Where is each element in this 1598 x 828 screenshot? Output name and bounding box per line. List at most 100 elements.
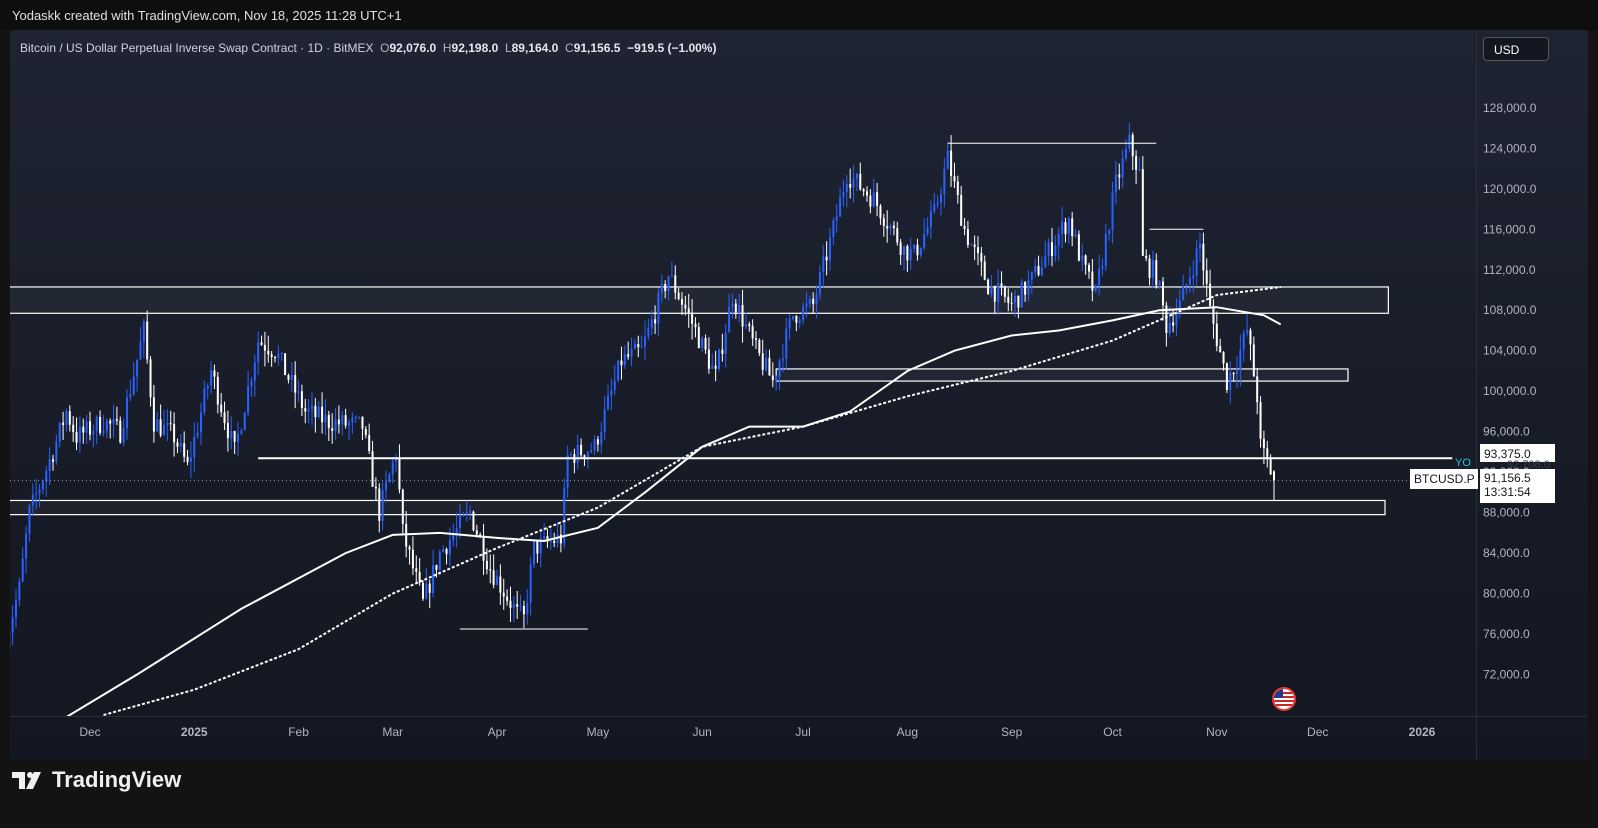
candle-body: [112, 419, 115, 424]
candle-body: [1084, 255, 1087, 265]
chart-frame[interactable]: 72,000.0 76,000.0 80,000.0 84,000.0 88,000.0…: [10, 30, 1588, 760]
candle-body: [109, 420, 112, 424]
candle-body: [1145, 255, 1148, 259]
candle-body: [997, 283, 1000, 302]
candle-body: [35, 493, 38, 495]
candle-body: [199, 412, 203, 433]
candle-body: [462, 514, 465, 516]
candle-body: [553, 540, 556, 544]
us-flag-event-icon[interactable]: [1272, 687, 1296, 711]
candle-body: [213, 370, 216, 377]
candle-body: [371, 451, 374, 487]
candle-body: [832, 220, 835, 238]
price-chart[interactable]: 72,000.0 76,000.0 80,000.0 84,000.0 88,000.0…: [10, 30, 1588, 760]
candle-body: [146, 321, 149, 360]
candle-body: [388, 474, 391, 483]
candle-body: [950, 150, 953, 177]
candle-body: [159, 419, 162, 436]
candle-body: [1205, 270, 1208, 284]
candle-body: [156, 419, 159, 432]
candle-body: [835, 216, 838, 221]
candle-body: [458, 515, 462, 529]
candle-body: [670, 275, 673, 277]
candle-body: [1215, 323, 1218, 347]
candle-body: [475, 530, 478, 535]
candle-body: [125, 397, 129, 429]
x-tick-label: Nov: [1206, 725, 1227, 739]
candle-body: [351, 417, 354, 423]
candle-body: [889, 225, 892, 229]
candle-body: [263, 344, 266, 351]
candle-body: [179, 443, 182, 447]
symbol-name: Bitcoin / US Dollar Perpetual Inverse Sw…: [20, 41, 374, 55]
x-tick-label: Feb: [288, 725, 309, 739]
candle-body: [674, 275, 677, 293]
candle-body: [583, 455, 586, 459]
candle-body: [879, 205, 882, 219]
candle-body: [1104, 233, 1107, 267]
candle-body: [1017, 295, 1020, 308]
y-tick-label: 76,000.0: [1483, 627, 1530, 641]
candle-body: [445, 549, 448, 555]
candle-body: [956, 181, 959, 195]
candle-body: [664, 284, 667, 292]
candle-body: [751, 326, 754, 339]
candle-body: [714, 365, 717, 369]
y-tick-label: 124,000.0: [1483, 141, 1537, 155]
candle-body: [980, 253, 983, 262]
tradingview-logo[interactable]: TradingView: [12, 767, 181, 792]
candle-body: [176, 442, 179, 447]
candle-body: [1010, 302, 1013, 304]
candle-body: [684, 304, 687, 309]
candle-body: [277, 354, 280, 359]
currency-button[interactable]: USD: [1483, 37, 1549, 61]
candle-body: [761, 353, 764, 370]
candle-body: [754, 338, 758, 340]
candle-body: [401, 489, 404, 524]
ghost-price-tag: 92,708.0: [1507, 459, 1550, 471]
zone-rectangle: [775, 368, 1349, 382]
candle-body: [596, 439, 599, 445]
candle-body: [976, 247, 980, 254]
candle-body: [610, 390, 613, 396]
candle-body: [842, 192, 845, 198]
candle-body: [741, 304, 744, 327]
candle-body: [142, 321, 145, 342]
candle-body: [691, 312, 694, 324]
candle-body: [398, 457, 401, 490]
candle-body: [936, 202, 939, 205]
x-tick-label: Oct: [1103, 725, 1122, 739]
candle-body: [960, 194, 963, 226]
candle-body: [919, 247, 922, 256]
candle-body: [576, 444, 579, 463]
candle-body: [253, 362, 256, 381]
candle-body: [452, 534, 455, 541]
candle-body: [519, 605, 522, 607]
candle-body: [344, 415, 347, 426]
y-tick-label: 84,000.0: [1483, 546, 1530, 560]
candle-body: [421, 582, 425, 599]
candle-body: [341, 415, 344, 425]
candle-body: [1007, 296, 1010, 303]
candle-body: [1087, 264, 1091, 272]
candle-body: [775, 376, 778, 381]
candle-body: [1138, 169, 1141, 171]
candle-body: [939, 194, 943, 203]
candle-body: [1235, 370, 1239, 375]
high-label: H: [442, 41, 452, 55]
candle-body: [556, 534, 559, 544]
candle-body: [711, 365, 714, 369]
candle-body: [183, 443, 186, 457]
candle-body: [48, 459, 51, 471]
moving-average-dotted: [103, 286, 1281, 716]
candle-body: [149, 359, 152, 398]
candle-body: [28, 505, 31, 534]
candle-body: [374, 486, 377, 489]
candle-body: [381, 490, 384, 521]
x-tick-label: Dec: [1307, 725, 1328, 739]
candle-body: [307, 409, 310, 412]
candle-body: [788, 318, 791, 329]
candle-body: [600, 432, 603, 445]
candle-body: [569, 454, 573, 456]
y-tick-label: 104,000.0: [1483, 344, 1537, 358]
